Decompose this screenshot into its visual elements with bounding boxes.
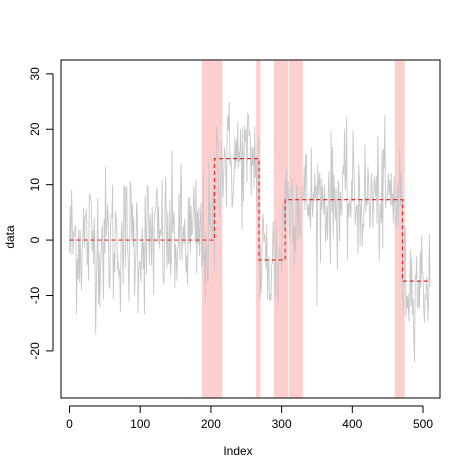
x-tick-label: 500 <box>413 417 433 431</box>
highlight-band <box>273 60 288 398</box>
y-tick-label: -20 <box>28 342 42 360</box>
x-tick-label: 0 <box>66 417 73 431</box>
plot-frame <box>60 59 441 399</box>
y-tick-label: 0 <box>28 236 42 243</box>
y-tick-label: -10 <box>28 286 42 304</box>
y-tick-label: 10 <box>28 178 42 192</box>
raw-data-line <box>69 102 431 362</box>
x-tick-label: 100 <box>130 417 150 431</box>
x-tick-label: 300 <box>272 417 292 431</box>
fitted-mean-series <box>69 158 431 282</box>
x-tick-label: 200 <box>201 417 221 431</box>
y-axis-label: data <box>3 225 17 249</box>
highlight-regions <box>201 60 405 398</box>
raw-data-series <box>69 102 431 362</box>
x-axis-label: Index <box>223 444 252 458</box>
highlight-band <box>256 60 261 398</box>
y-tick-label: 20 <box>28 122 42 136</box>
highlight-band <box>394 60 405 398</box>
x-tick-label: 400 <box>342 417 362 431</box>
y-tick-label: 30 <box>28 67 42 81</box>
axes: 0 100 200 300 400 500 -20 -10 0 10 20 30 <box>28 59 441 431</box>
fitted-step-line <box>69 158 431 282</box>
